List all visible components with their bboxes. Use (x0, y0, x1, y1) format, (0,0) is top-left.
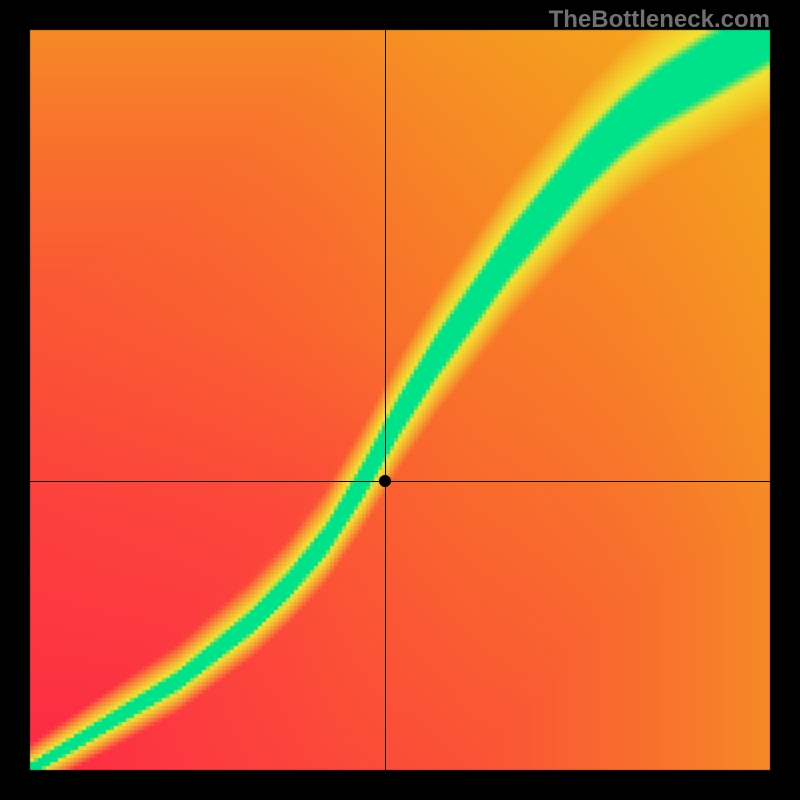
watermark-text: TheBottleneck.com (549, 6, 770, 34)
crosshair-horizontal (30, 481, 770, 482)
crosshair-vertical (385, 30, 386, 770)
chart-container: TheBottleneck.com (0, 0, 800, 800)
heatmap-canvas (0, 0, 800, 800)
